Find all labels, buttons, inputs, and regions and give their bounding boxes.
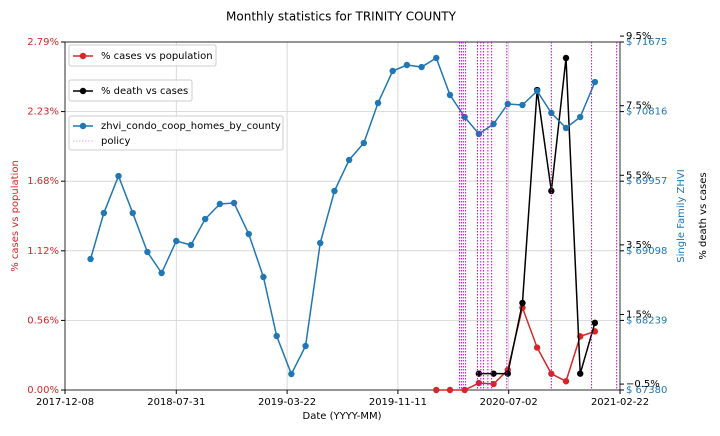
data-point (562, 54, 570, 62)
data-point (461, 386, 468, 394)
x-tick-label: 2020-07-02 (480, 397, 538, 408)
series-line (89, 56, 596, 376)
data-point (317, 239, 324, 247)
y-tick-label: 0.56% (27, 315, 59, 326)
data-point (230, 199, 238, 207)
data-point (577, 370, 584, 377)
data-point (504, 100, 511, 108)
data-point (548, 187, 555, 195)
y2-tick-label: $ 67380 (626, 385, 667, 396)
data-point (288, 370, 295, 378)
x-axis-label: Date (YYYY-MM) (303, 411, 382, 422)
x-tick-label: 2019-11-11 (369, 397, 427, 408)
series-line (478, 57, 596, 375)
legend-label: % death vs cases (101, 86, 188, 97)
y2-tick-label: $ 70816 (626, 107, 667, 118)
data-point (490, 120, 497, 128)
plot-frame (64, 41, 621, 391)
data-point (433, 54, 440, 62)
y3-axis-label: % death vs cases (698, 172, 709, 259)
data-point (446, 91, 454, 99)
legend-marker (79, 122, 87, 130)
legend (68, 79, 193, 102)
data-point (418, 63, 425, 71)
data-point (461, 113, 468, 121)
legend (68, 44, 217, 67)
y3-tick-label: 1.5% (626, 309, 651, 320)
data-point (173, 237, 180, 245)
y2-tick-label: $ 69957 (626, 176, 667, 187)
y3-tick-label: 7.5% (626, 101, 651, 112)
data-point (548, 109, 555, 117)
data-point (115, 172, 122, 180)
x-tick-label: 2018-07-31 (147, 397, 205, 408)
legend-marker (79, 87, 87, 95)
data-point (216, 200, 224, 208)
data-point (302, 342, 309, 350)
y-tick-label: 0.00% (27, 385, 59, 396)
data-point (260, 273, 267, 281)
data-point (562, 378, 570, 385)
data-point (533, 344, 541, 351)
data-point (504, 370, 511, 377)
data-point (345, 156, 353, 164)
y-tick-label: 1.68% (27, 176, 59, 187)
data-point (360, 139, 368, 147)
data-point (389, 67, 396, 75)
data-point (158, 269, 165, 277)
data-point (87, 255, 94, 263)
y2-tick-label: $ 69098 (626, 246, 667, 257)
y3-tick-label: 3.5% (626, 240, 651, 251)
y-tick-label: 2.23% (27, 107, 59, 118)
data-point (591, 319, 599, 327)
data-point (519, 299, 526, 307)
data-point (446, 386, 454, 394)
data-point (433, 386, 440, 394)
legend-label: policy (101, 136, 131, 147)
data-point (548, 370, 555, 377)
legend-label: % cases vs population (101, 51, 213, 62)
data-point (129, 209, 136, 217)
data-point (519, 101, 526, 109)
data-point (273, 332, 280, 340)
y-tick-label: 1.12% (27, 246, 59, 257)
data-point (533, 87, 541, 95)
legend (68, 115, 284, 151)
data-point (591, 78, 599, 86)
x-tick-label: 2017-12-08 (36, 397, 94, 408)
data-point (403, 61, 411, 69)
data-point (201, 215, 209, 223)
data-point (562, 124, 570, 132)
x-tick-label: 2019-03-22 (258, 397, 316, 408)
y2-axis-label: Single Family ZHVI (676, 169, 687, 262)
data-point (144, 248, 151, 256)
data-point (577, 113, 584, 121)
data-point (100, 209, 108, 217)
data-point (187, 241, 195, 249)
data-point (374, 99, 382, 107)
y-axis-label: % cases vs population (10, 160, 21, 272)
chart-title: Monthly statistics for TRINITY COUNTY (226, 10, 457, 24)
y3-tick-label: −0.5% (626, 379, 660, 390)
y2-tick-label: $ 71675 (626, 37, 667, 48)
y3-tick-label: 9.5% (626, 31, 651, 42)
y3-tick-label: 5.5% (626, 170, 651, 181)
x-tick-label: 2021-02-22 (591, 397, 649, 408)
y-tick-label: 2.79% (27, 37, 59, 48)
y2-tick-label: $ 68239 (626, 315, 667, 326)
legend-marker (79, 52, 87, 60)
data-point (331, 187, 338, 195)
legend-label: zhvi_condo_coop_homes_by_county (101, 121, 281, 132)
data-point (245, 230, 252, 238)
